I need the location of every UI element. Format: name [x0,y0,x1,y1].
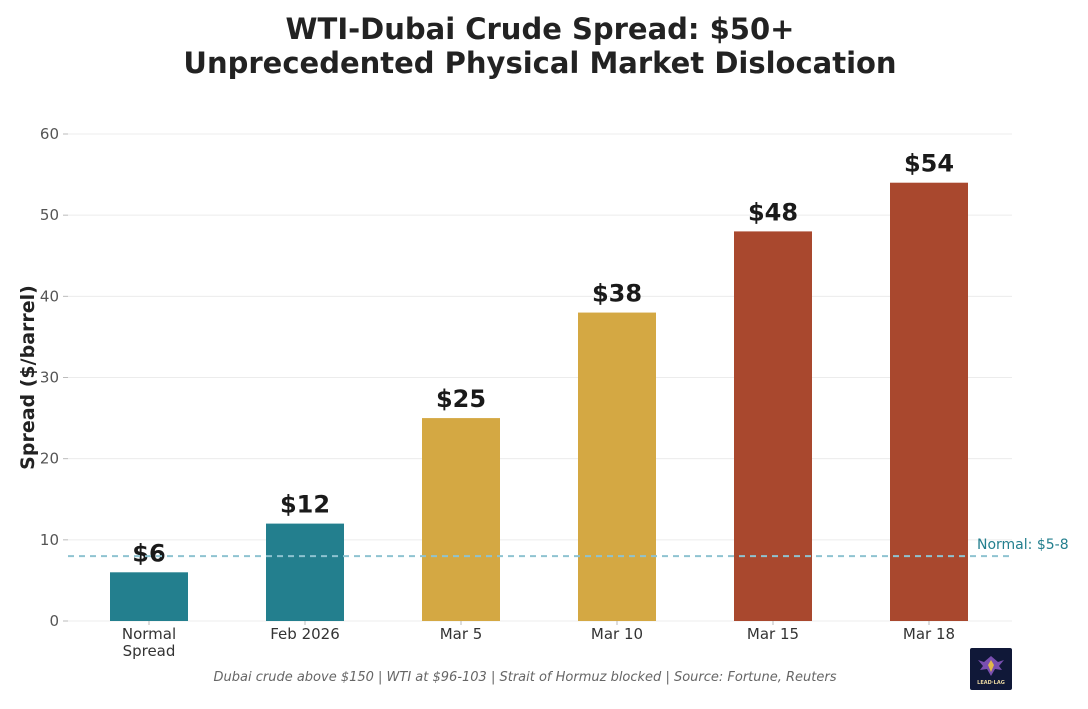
reference-line-label: Normal: $5-8 [977,537,1069,553]
x-tick-label: Normal [122,625,176,643]
eagle-icon [978,656,1004,676]
x-tick-label: Mar 10 [591,625,643,643]
y-tick-label: 30 [40,369,59,387]
data-label: $48 [748,198,798,226]
y-axis-label: Spread ($/barrel) [17,285,39,470]
y-tick-label: 20 [40,450,59,468]
chart-footnote: Dubai crude above $150 | WTI at $96-103 … [213,670,837,685]
chart-title-line-1: WTI-Dubai Crude Spread: $50+ [285,12,795,46]
bar [110,572,188,621]
x-tick-label: Mar 5 [440,625,483,643]
data-label: $38 [592,280,642,308]
y-tick-label: 40 [40,287,59,305]
chart-title: WTI-Dubai Crude Spread: $50+ Unprecedent… [0,12,1080,80]
data-label: $25 [436,385,486,413]
y-tick-label: 50 [40,206,59,224]
chart-title-line-2: Unprecedented Physical Market Dislocatio… [183,46,897,80]
y-tick-label: 60 [40,125,59,143]
lead-lag-logo: LEAD·LAG [970,648,1012,690]
x-tick-label: Mar 18 [903,625,955,643]
bar [578,312,656,621]
y-tick-label: 10 [40,531,59,549]
x-tick-label: Feb 2026 [270,625,340,643]
y-tick-label: 0 [49,612,59,630]
bar [734,231,812,621]
data-label: $6 [132,539,165,567]
x-tick-label: Spread [123,642,176,660]
logo-text: LEAD·LAG [977,680,1005,686]
bar [266,523,344,621]
bar [890,182,968,621]
bar [422,418,500,621]
x-tick-label: Mar 15 [747,625,799,643]
data-label: $12 [280,491,330,519]
data-label: $54 [904,150,954,178]
